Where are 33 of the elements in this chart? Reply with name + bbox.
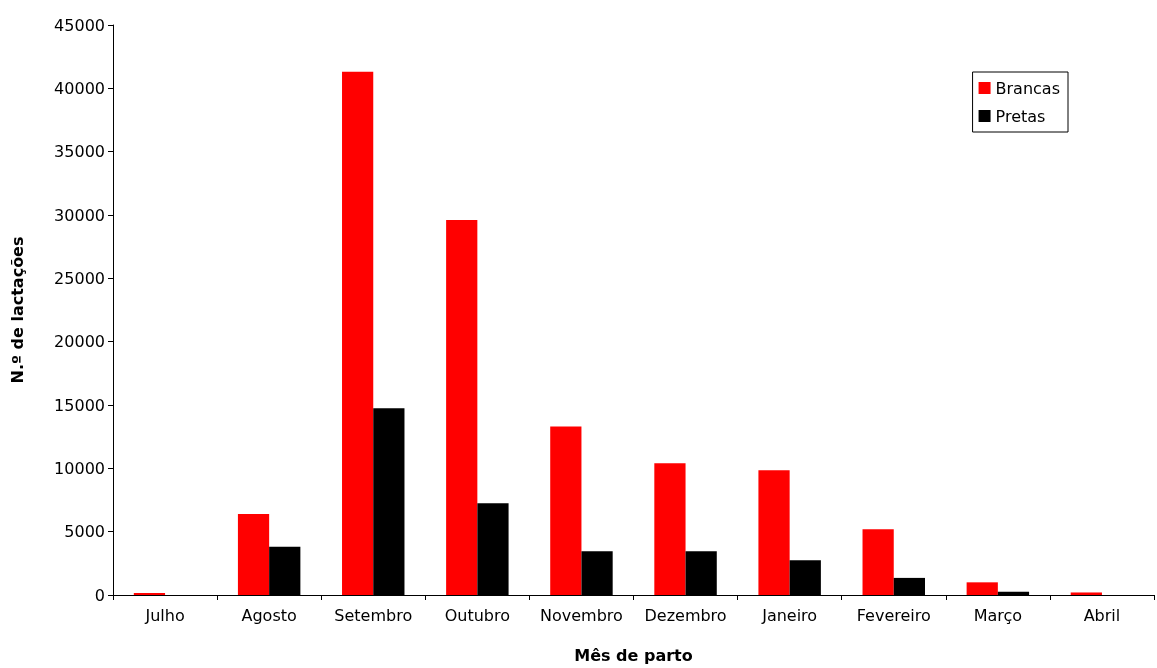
x-tick-label: Janeiro bbox=[761, 605, 818, 625]
x-tick-label: Março bbox=[973, 605, 1023, 625]
y-tick-label: 30000 bbox=[54, 205, 105, 225]
legend-label: Pretas bbox=[995, 106, 1046, 126]
bar bbox=[654, 463, 686, 595]
legend-label: Brancas bbox=[995, 78, 1060, 98]
bar bbox=[550, 426, 582, 595]
x-tick-label: Novembro bbox=[540, 605, 623, 625]
x-axis-title: Mês de parto bbox=[574, 645, 693, 665]
y-tick-label: 10000 bbox=[54, 458, 105, 478]
y-tick-label: 0 bbox=[94, 585, 105, 605]
x-tick-label: Setembro bbox=[334, 605, 413, 625]
x-tick-label: Agosto bbox=[241, 605, 297, 625]
bar bbox=[237, 513, 270, 595]
y-tick-label: 15000 bbox=[54, 395, 105, 415]
y-tick-label: 40000 bbox=[54, 78, 105, 98]
y-tick-label: 35000 bbox=[54, 142, 105, 162]
y-tick-label: 25000 bbox=[54, 268, 105, 288]
bar bbox=[342, 71, 374, 595]
bar bbox=[758, 470, 790, 595]
bar bbox=[1070, 592, 1102, 595]
y-axis-title: N.º de lactações bbox=[7, 236, 27, 384]
x-tick-label: Fevereiro bbox=[856, 605, 931, 625]
y-tick-label: 5000 bbox=[64, 522, 105, 542]
x-tick-label: Outubro bbox=[444, 605, 511, 625]
x-tick-label: Dezembro bbox=[644, 605, 727, 625]
x-tick-label: Abril bbox=[1083, 605, 1121, 625]
bar bbox=[966, 582, 998, 595]
bar bbox=[862, 529, 894, 595]
y-tick-label: 45000 bbox=[54, 15, 105, 35]
bar bbox=[446, 220, 478, 595]
x-tick-label: Julho bbox=[144, 605, 185, 625]
y-tick-label: 20000 bbox=[54, 332, 105, 352]
